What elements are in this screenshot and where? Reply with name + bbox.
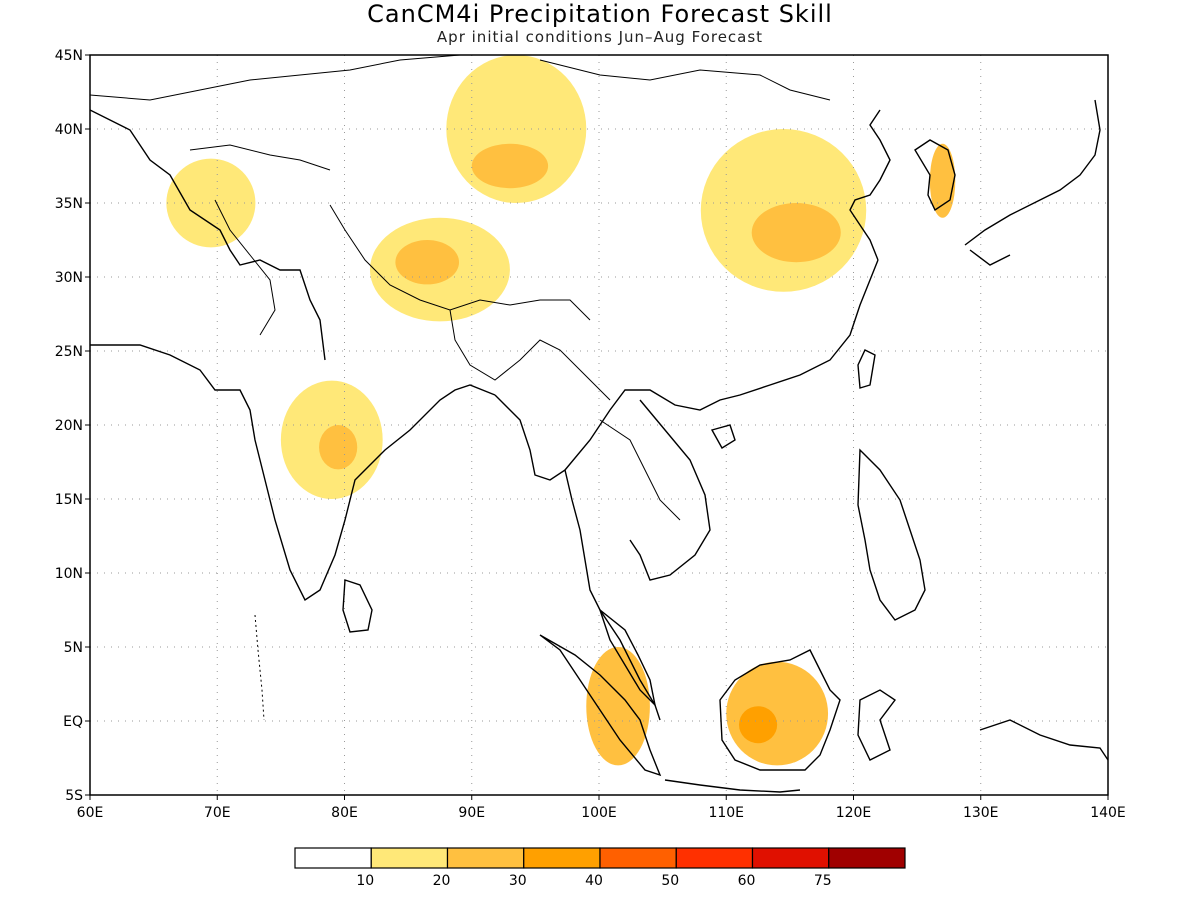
skill-region-korea	[929, 143, 956, 218]
lat-tick-label: 25N	[55, 344, 83, 360]
colorbar-swatch	[828, 847, 906, 869]
coastline-taiwan	[857, 349, 876, 389]
coastline-india	[90, 344, 496, 602]
colorbar-label: 10	[356, 873, 374, 889]
skill-region-northwest-india-pakistan	[166, 158, 256, 248]
lat-tick-label: 20N	[55, 418, 83, 434]
lon-tick-label: 140E	[1090, 805, 1126, 821]
colorbar-label: 75	[814, 873, 832, 889]
skill-region-central-china-core	[751, 203, 841, 263]
skill-region-tibet-core	[395, 240, 460, 285]
colorbar-label: 40	[585, 873, 603, 889]
colorbar-label: 20	[433, 873, 451, 889]
skill-region-xinjiang-core	[471, 143, 549, 189]
lat-tick-label: 45N	[55, 48, 83, 64]
coastline-korea	[914, 139, 956, 212]
coastline-arabia-iran	[90, 109, 326, 361]
lon-tick-label: 100E	[581, 805, 617, 821]
skill-region-central-india-core	[319, 425, 358, 470]
lat-tick-label: 15N	[55, 492, 83, 508]
coastline-burma-thailand	[494, 394, 661, 721]
coastline-java	[664, 779, 801, 793]
colorbar-label: 50	[661, 873, 679, 889]
coastline-indochina	[564, 259, 879, 471]
colorbar-swatch	[675, 847, 754, 869]
lon-tick-label: 60E	[77, 805, 104, 821]
lat-tick-label: 30N	[55, 270, 83, 286]
chart-title: CanCM4i Precipitation Forecast Skill	[367, 0, 833, 28]
colorbar: 10 20 30 40 50 60 75	[294, 847, 906, 889]
coastline-new-guinea	[979, 719, 1108, 761]
coastline-sri-lanka	[342, 579, 373, 633]
coastline-sulawesi	[857, 689, 897, 761]
colorbar-label: 30	[509, 873, 527, 889]
skill-region-malay-sumatra	[586, 647, 650, 766]
coastline-sumatra	[539, 634, 662, 777]
coastline-philippines	[857, 448, 926, 621]
lon-tick-label: 90E	[458, 805, 485, 821]
lon-tick-label: 110E	[708, 805, 744, 821]
border-central-asia	[90, 55, 461, 171]
lon-tick-label: 70E	[204, 805, 231, 821]
lon-tick-label: 120E	[836, 805, 872, 821]
coastline-japan	[964, 99, 1101, 266]
border-bangladesh-burma	[449, 309, 611, 401]
lon-tick-label: 130E	[963, 805, 999, 821]
colorbar-swatch	[370, 847, 449, 869]
skill-region-borneo	[726, 661, 829, 766]
coastline-china-east	[849, 109, 891, 261]
lat-tick-label: 5N	[64, 640, 83, 656]
coastline-hainan	[710, 424, 736, 449]
skill-region-borneo-core	[738, 706, 778, 744]
colorbar-label: 60	[738, 873, 756, 889]
coastline-vietnam	[629, 399, 711, 581]
coastline-borneo	[719, 649, 841, 771]
colorbar-swatch	[599, 847, 677, 869]
border-indochina	[599, 419, 681, 521]
coastline-malay-peninsula	[598, 607, 657, 708]
lat-tick-label: EQ	[63, 714, 83, 730]
lat-tick-label: 35N	[55, 196, 83, 212]
lat-tick-label: 5S	[65, 788, 83, 804]
lat-tick-label: 10N	[55, 566, 83, 582]
colorbar-swatch	[523, 847, 601, 869]
chart-subtitle: Apr initial conditions Jun–Aug Forecast	[436, 28, 764, 46]
lat-tick-label: 40N	[55, 122, 83, 138]
border-mongolia-china	[539, 59, 831, 101]
coastline-andaman	[254, 614, 265, 721]
border-pakistan-india	[214, 199, 276, 336]
colorbar-swatch	[446, 847, 525, 869]
colorbar-swatch	[294, 847, 372, 869]
colorbar-swatch	[751, 847, 830, 869]
lon-tick-label: 80E	[331, 805, 358, 821]
